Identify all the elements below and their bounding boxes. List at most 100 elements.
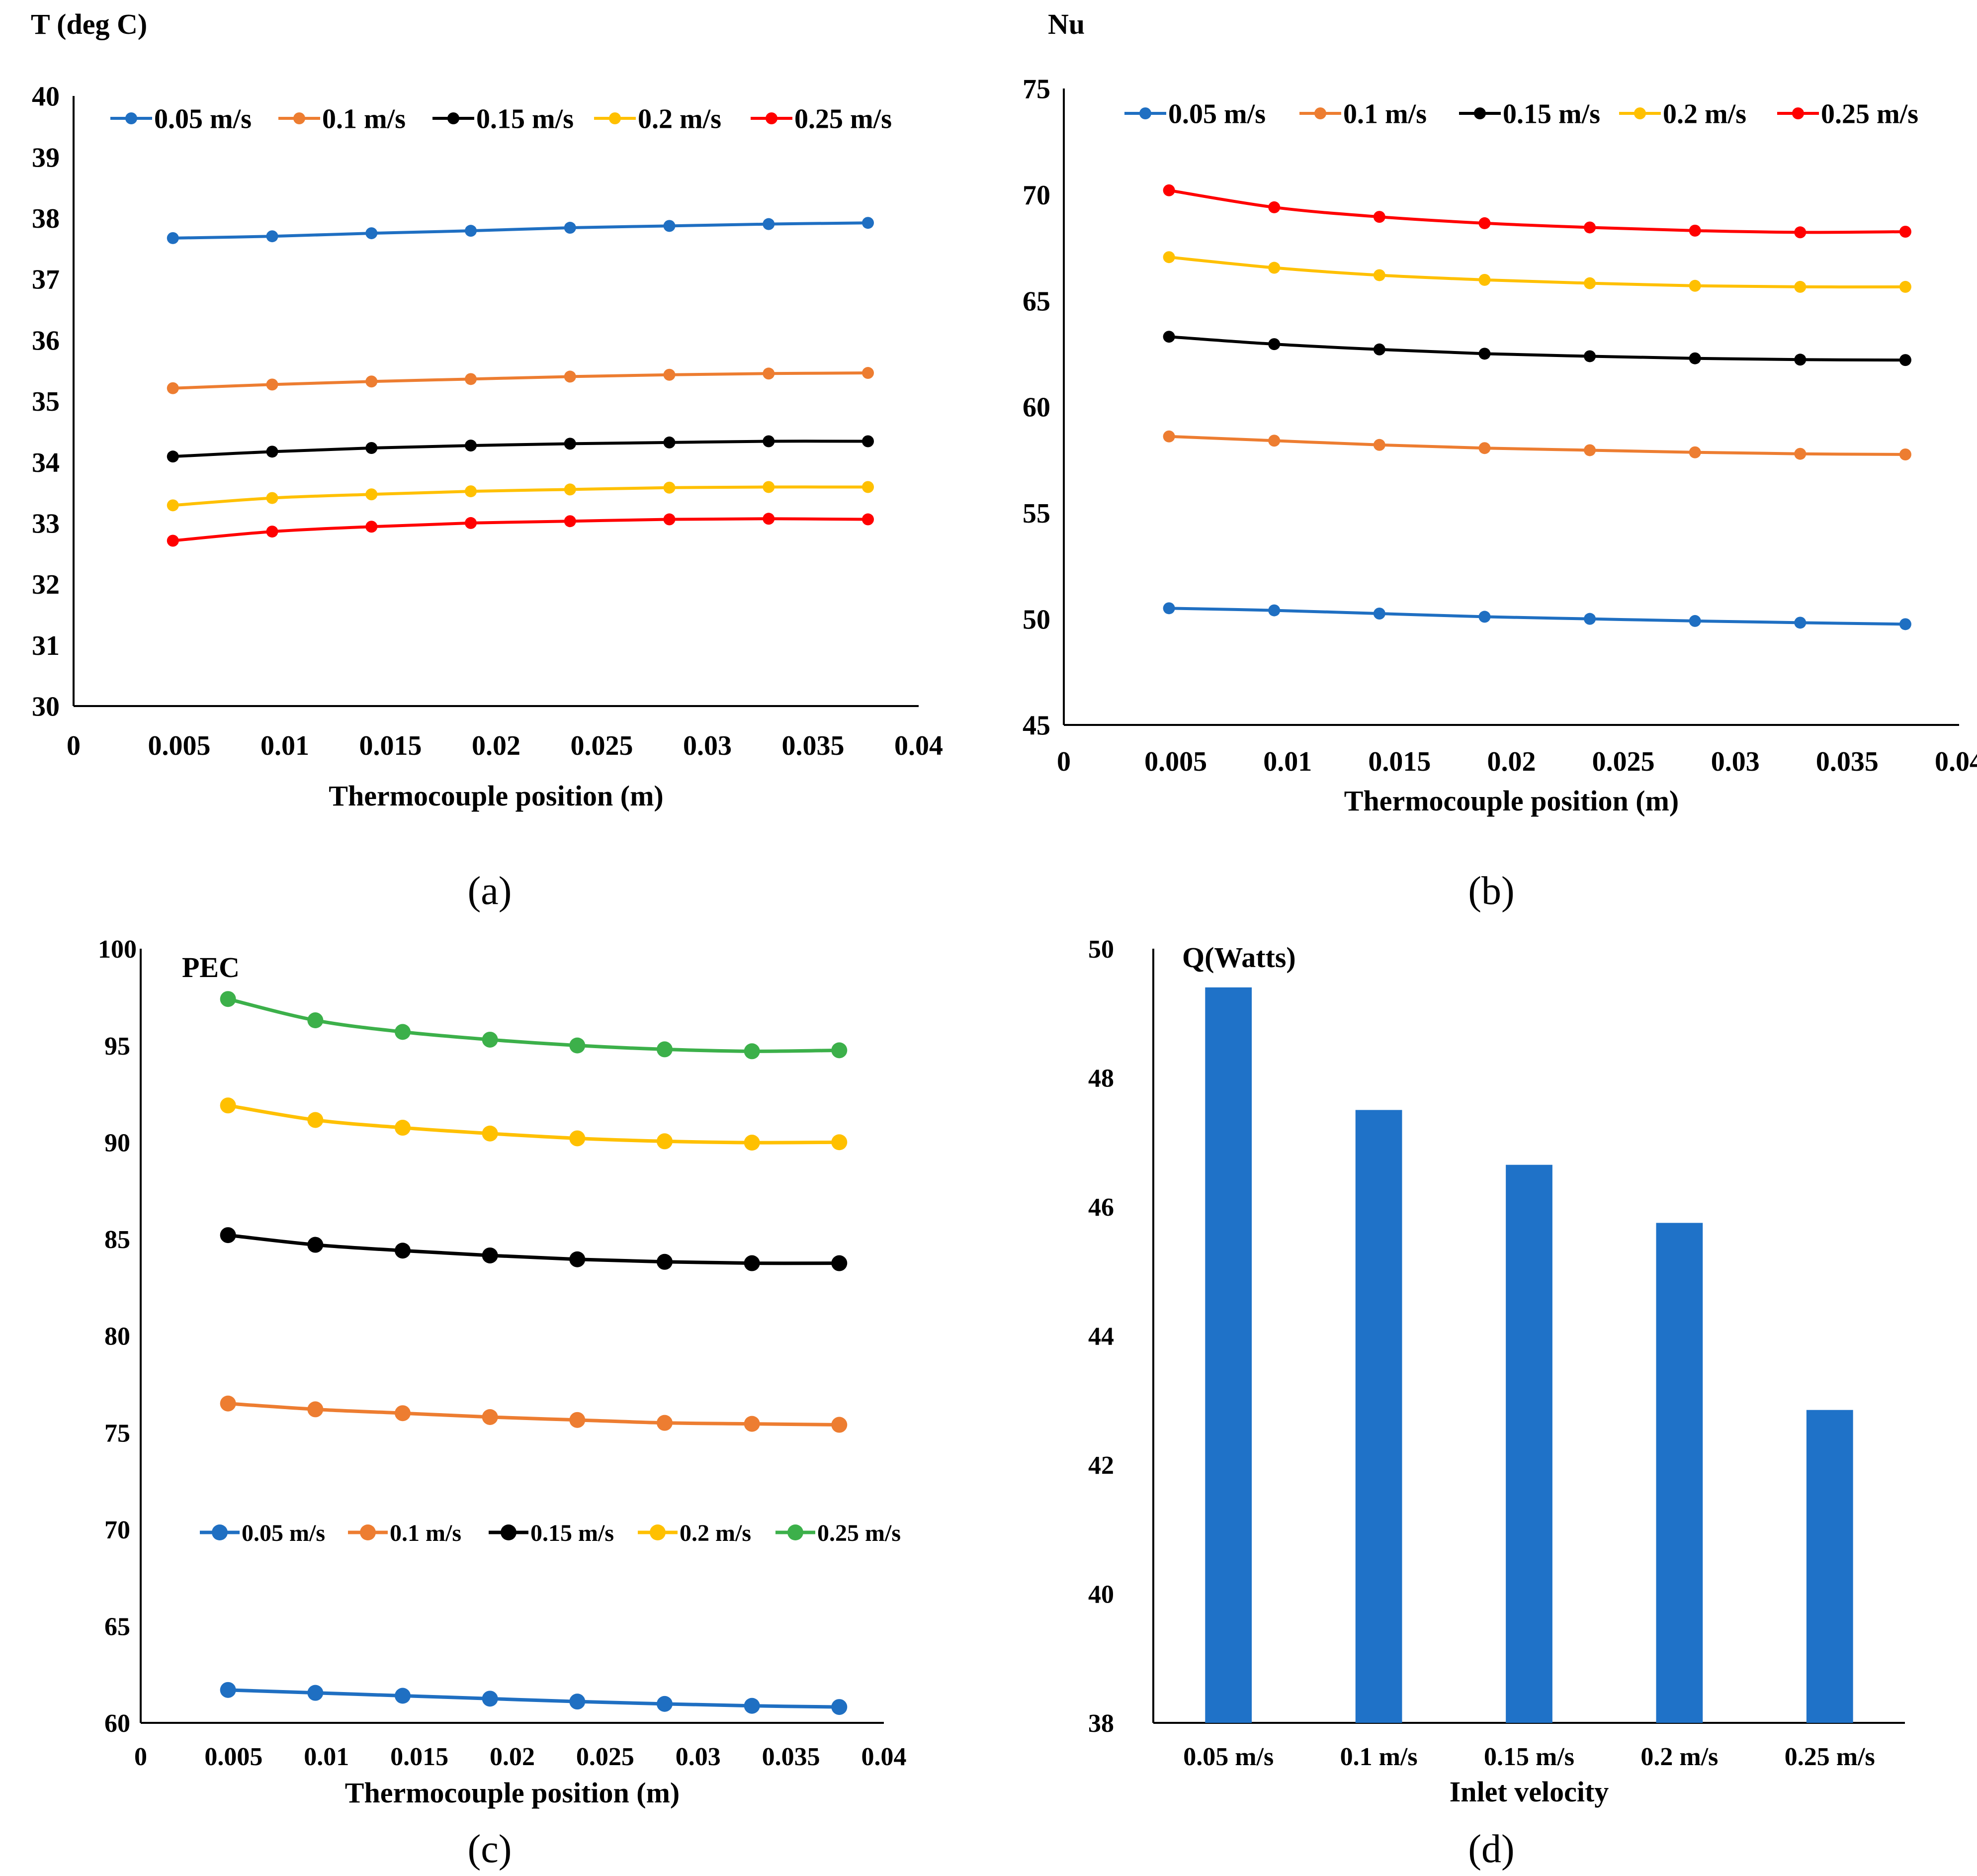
x-tick-label: 0 bbox=[134, 1743, 147, 1771]
y-tick-label: 35 bbox=[32, 386, 60, 417]
bar bbox=[1506, 1164, 1552, 1723]
data-point bbox=[1478, 442, 1491, 454]
chart-title: PEC bbox=[182, 951, 240, 983]
legend-marker bbox=[501, 1524, 516, 1540]
data-point bbox=[365, 521, 378, 533]
data-point bbox=[1689, 615, 1701, 627]
series-0-2-m-s bbox=[220, 1097, 848, 1151]
data-point bbox=[1584, 613, 1596, 625]
x-axis-label: Thermocouple position (m) bbox=[329, 780, 663, 812]
data-point bbox=[266, 526, 278, 538]
y-tick-label: 100 bbox=[98, 935, 137, 964]
data-point bbox=[465, 517, 477, 529]
series-0-1-m-s bbox=[167, 367, 874, 394]
legend-marker bbox=[1314, 107, 1326, 119]
series-line bbox=[172, 221, 868, 240]
data-point bbox=[564, 483, 576, 496]
data-point bbox=[307, 1685, 324, 1701]
y-tick-label: 65 bbox=[1023, 286, 1050, 317]
y-tick-label: 48 bbox=[1088, 1065, 1114, 1093]
data-point bbox=[663, 481, 676, 494]
series-line bbox=[1169, 435, 1905, 456]
y-tick-label: 95 bbox=[104, 1032, 130, 1061]
data-point bbox=[266, 378, 278, 391]
data-point bbox=[365, 488, 378, 501]
data-point bbox=[564, 370, 576, 383]
legend-marker bbox=[1139, 107, 1151, 119]
data-point bbox=[763, 435, 775, 447]
data-point bbox=[656, 1133, 673, 1150]
data-point bbox=[569, 1037, 586, 1054]
legend-marker bbox=[609, 112, 621, 124]
x-tick-label: 0.01 bbox=[1263, 746, 1312, 777]
legend-label: 0.15 m/s bbox=[530, 1520, 614, 1546]
series-line bbox=[228, 1233, 840, 1265]
y-tick-label: 37 bbox=[32, 265, 60, 295]
chart-a: T (deg C) 30 31 32 33 34 35 36 37 38 39 40 Thermocou… bbox=[31, 8, 943, 913]
series-line bbox=[1169, 335, 1905, 362]
data-point bbox=[167, 450, 179, 463]
x-axis-label: Thermocouple position (m) bbox=[345, 1777, 680, 1809]
x-category-label: 0.05 m/s bbox=[1183, 1743, 1274, 1771]
data-point bbox=[744, 1416, 760, 1432]
data-point bbox=[831, 1417, 848, 1433]
x-tick-label: 0.025 bbox=[571, 730, 633, 761]
y-tick-label: 75 bbox=[1023, 74, 1050, 105]
data-point bbox=[365, 227, 378, 240]
data-point bbox=[763, 481, 775, 493]
legend-marker bbox=[360, 1524, 376, 1540]
chart-c: PEC 60 65 70 75 80 85 90 95 100 Thermocouple posit… bbox=[98, 935, 907, 1871]
x-category-label: 0.2 m/s bbox=[1640, 1743, 1718, 1771]
data-point bbox=[465, 485, 477, 498]
data-point bbox=[1794, 617, 1806, 629]
data-point bbox=[862, 217, 874, 229]
legend-label: 0.1 m/s bbox=[322, 104, 406, 135]
x-category-label: 0.15 m/s bbox=[1484, 1743, 1574, 1771]
data-point bbox=[167, 535, 179, 547]
figure-caption: (b) bbox=[1468, 869, 1514, 913]
data-point bbox=[663, 220, 676, 232]
series-line bbox=[172, 440, 868, 458]
data-point bbox=[167, 382, 179, 394]
bar bbox=[1355, 1110, 1402, 1723]
y-tick-label: 46 bbox=[1088, 1193, 1114, 1222]
data-point bbox=[656, 1253, 673, 1270]
data-point bbox=[763, 367, 775, 380]
y-tick-label: 42 bbox=[1088, 1451, 1114, 1480]
y-tick-label: 60 bbox=[1023, 392, 1050, 423]
data-point bbox=[1268, 604, 1281, 617]
data-point bbox=[569, 1412, 586, 1428]
y-tick-label: 40 bbox=[32, 82, 60, 112]
y-tick-label: 60 bbox=[104, 1709, 130, 1738]
data-point bbox=[1899, 226, 1911, 238]
data-point bbox=[1794, 226, 1806, 239]
x-tick-label: 0.02 bbox=[490, 1743, 535, 1771]
data-point bbox=[862, 513, 874, 526]
x-tick-label: 0 bbox=[67, 730, 81, 761]
y-tick-label: 70 bbox=[1023, 180, 1050, 211]
x-tick-label: 0 bbox=[1057, 746, 1071, 777]
data-point bbox=[394, 1024, 411, 1040]
x-category-label: 0.25 m/s bbox=[1785, 1743, 1875, 1771]
series-0-15-m-s bbox=[167, 435, 874, 463]
series-line bbox=[1169, 188, 1905, 234]
data-point bbox=[1478, 217, 1491, 229]
x-tick-label: 0.02 bbox=[1487, 746, 1536, 777]
data-point bbox=[482, 1409, 498, 1425]
y-tick-label: 44 bbox=[1088, 1323, 1114, 1351]
figure-caption: (a) bbox=[468, 869, 512, 913]
data-point bbox=[1689, 224, 1701, 237]
data-point bbox=[663, 513, 676, 526]
legend-marker bbox=[447, 112, 459, 124]
series-line bbox=[1169, 607, 1905, 626]
data-point bbox=[569, 1130, 586, 1147]
data-point bbox=[482, 1031, 498, 1048]
data-point bbox=[1268, 338, 1281, 351]
data-point bbox=[1899, 354, 1911, 366]
y-tick-label: 38 bbox=[32, 203, 60, 234]
data-point bbox=[1268, 201, 1281, 213]
data-point bbox=[1794, 280, 1806, 293]
legend-label: 0.05 m/s bbox=[154, 104, 252, 135]
data-point bbox=[167, 499, 179, 512]
data-point bbox=[1373, 343, 1385, 356]
